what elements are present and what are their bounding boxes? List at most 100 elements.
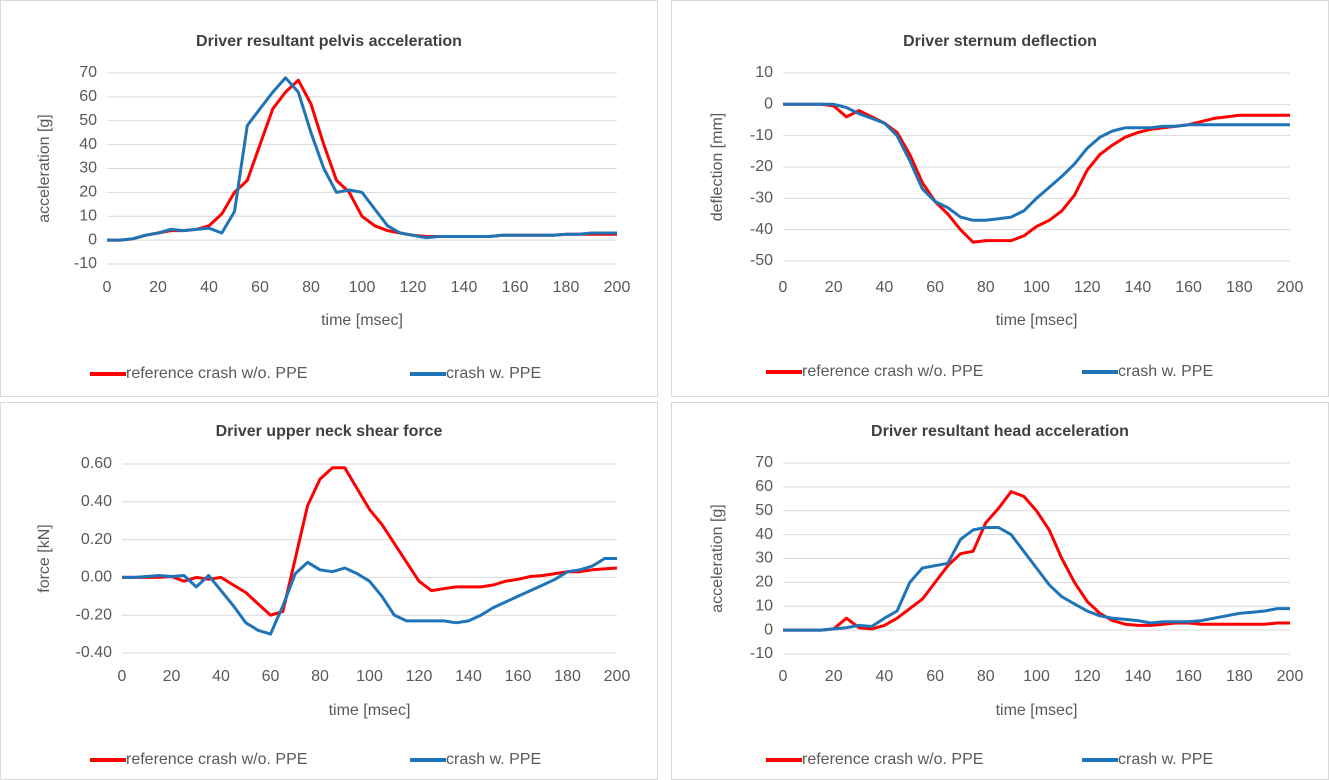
y-tick-label: 10 xyxy=(755,64,773,81)
y-tick-label: -10 xyxy=(750,127,773,144)
panel-border xyxy=(0,0,658,397)
data-line xyxy=(107,76,617,242)
y-axis-label: acceleration [g] xyxy=(36,114,53,223)
data-line xyxy=(783,490,1290,632)
legend-label: crash w. PPE xyxy=(446,365,541,382)
y-tick-label: 10 xyxy=(79,207,97,224)
legend-label: reference crash w/o. PPE xyxy=(802,363,983,380)
chart-title: Driver sternum deflection xyxy=(903,33,1097,50)
x-tick-label: 180 xyxy=(554,668,581,685)
x-tick-label: 20 xyxy=(825,668,843,685)
x-tick-label: 100 xyxy=(1023,279,1050,296)
y-tick-label: -30 xyxy=(750,190,773,207)
x-tick-label: 160 xyxy=(502,279,529,296)
x-tick-label: 40 xyxy=(876,279,894,296)
chart-title: Driver resultant head acceleration xyxy=(871,423,1129,440)
y-tick-label: 30 xyxy=(79,160,97,177)
y-tick-label: 70 xyxy=(755,454,773,471)
x-tick-label: 140 xyxy=(1125,668,1152,685)
x-tick-label: 60 xyxy=(251,279,269,296)
x-tick-label: 140 xyxy=(451,279,478,296)
y-axis-label: deflection [mm] xyxy=(709,113,726,221)
y-tick-label: -0.40 xyxy=(76,644,113,661)
y-tick-label: 30 xyxy=(755,550,773,567)
x-tick-label: 120 xyxy=(406,668,433,685)
y-tick-label: 10 xyxy=(755,597,773,614)
x-tick-label: 180 xyxy=(1226,279,1253,296)
x-tick-label: 120 xyxy=(400,279,427,296)
chart-title: Driver upper neck shear force xyxy=(216,423,443,440)
x-tick-label: 100 xyxy=(356,668,383,685)
legend-label: reference crash w/o. PPE xyxy=(802,751,983,768)
x-tick-label: 200 xyxy=(1277,279,1304,296)
y-tick-label: -20 xyxy=(750,158,773,175)
x-tick-label: 60 xyxy=(926,668,944,685)
legend-label: crash w. PPE xyxy=(1118,363,1213,380)
x-tick-label: 0 xyxy=(118,668,127,685)
y-tick-label: 40 xyxy=(755,526,773,543)
legend-label: reference crash w/o. PPE xyxy=(126,751,307,768)
x-tick-label: 60 xyxy=(262,668,280,685)
x-tick-label: 0 xyxy=(779,668,788,685)
data-line xyxy=(122,466,618,617)
y-tick-label: 0 xyxy=(764,96,773,113)
x-tick-label: 140 xyxy=(1125,279,1152,296)
data-line xyxy=(783,102,1290,222)
chart-title: Driver resultant pelvis acceleration xyxy=(196,33,462,50)
x-tick-label: 40 xyxy=(876,668,894,685)
x-tick-label: 0 xyxy=(103,279,112,296)
x-tick-label: 80 xyxy=(977,668,995,685)
x-tick-label: 160 xyxy=(505,668,532,685)
x-tick-label: 200 xyxy=(1277,668,1304,685)
x-tick-label: 80 xyxy=(302,279,320,296)
x-tick-label: 120 xyxy=(1074,668,1101,685)
legend-label: crash w. PPE xyxy=(1118,751,1213,768)
y-axis-label: acceleration [g] xyxy=(709,504,726,613)
y-tick-label: 20 xyxy=(79,184,97,201)
data-line xyxy=(783,526,1290,632)
y-tick-label: -10 xyxy=(750,645,773,662)
x-tick-label: 20 xyxy=(825,279,843,296)
legend-label: reference crash w/o. PPE xyxy=(126,365,307,382)
x-tick-label: 100 xyxy=(1023,668,1050,685)
y-tick-label: -50 xyxy=(750,252,773,269)
y-tick-label: 40 xyxy=(79,136,97,153)
x-axis-label: time [msec] xyxy=(996,312,1078,329)
y-tick-label: -40 xyxy=(750,221,773,238)
x-tick-label: 60 xyxy=(926,279,944,296)
x-tick-label: 0 xyxy=(779,279,788,296)
y-tick-label: 0.00 xyxy=(81,569,112,586)
y-tick-label: 0.60 xyxy=(81,455,112,472)
x-tick-label: 80 xyxy=(977,279,995,296)
data-line xyxy=(783,102,1290,244)
x-tick-label: 120 xyxy=(1074,279,1101,296)
y-tick-label: 0.20 xyxy=(81,531,112,548)
x-tick-label: 40 xyxy=(212,668,230,685)
x-axis-label: time [msec] xyxy=(321,312,403,329)
y-tick-label: -0.20 xyxy=(76,606,113,623)
y-tick-label: 0 xyxy=(764,621,773,638)
data-line xyxy=(122,557,617,636)
x-tick-label: 80 xyxy=(311,668,329,685)
x-tick-label: 40 xyxy=(200,279,218,296)
y-tick-label: 50 xyxy=(755,502,773,519)
y-tick-label: 0 xyxy=(88,231,97,248)
x-tick-label: 100 xyxy=(349,279,376,296)
x-tick-label: 160 xyxy=(1175,279,1202,296)
y-tick-label: 0.40 xyxy=(81,493,112,510)
y-tick-label: 50 xyxy=(79,112,97,129)
x-tick-label: 140 xyxy=(455,668,482,685)
y-tick-label: 60 xyxy=(79,88,97,105)
x-tick-label: 200 xyxy=(604,279,631,296)
y-tick-label: 70 xyxy=(79,64,97,81)
x-tick-label: 20 xyxy=(149,279,167,296)
x-tick-label: 200 xyxy=(604,668,631,685)
x-tick-label: 20 xyxy=(163,668,181,685)
y-tick-label: 20 xyxy=(755,574,773,591)
y-axis-label: force [kN] xyxy=(36,524,53,592)
x-axis-label: time [msec] xyxy=(996,702,1078,719)
y-tick-label: 60 xyxy=(755,478,773,495)
y-tick-label: -10 xyxy=(74,255,97,272)
